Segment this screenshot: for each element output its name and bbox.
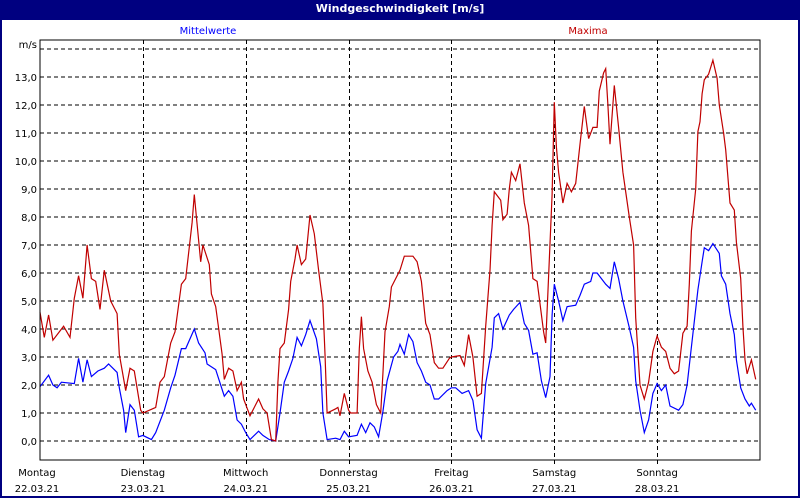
series-line-maxima (39, 57, 757, 442)
y-tick-label: 13,0 (15, 73, 37, 84)
legend-mittelwerte: Mittelwerte (180, 26, 237, 37)
x-tick-day: Samstag (532, 468, 576, 479)
y-tick-label: 6,0 (21, 269, 37, 280)
y-axis-ticks: 0,0 1,0 2,0 3,0 4,0 5,0 6,0 7,0 8,0 9,0 10,0 11,0 12… (15, 73, 37, 448)
legend-maxima: Maxima (568, 26, 607, 37)
y-tick-label: 7,0 (21, 241, 37, 252)
y-tick-label: 12,0 (15, 101, 37, 112)
series-line-mittelwerte (39, 242, 757, 442)
y-tick-label: 5,0 (21, 297, 37, 308)
y-tick-label: 10,0 (15, 157, 37, 168)
grid (40, 40, 760, 466)
x-tick-date: 26.03.21 (429, 484, 474, 495)
x-tick-day: Dienstag (121, 468, 166, 479)
series-lines (39, 57, 757, 442)
x-tick-date: 27.03.21 (532, 484, 577, 495)
x-tick-day: Freitag (434, 468, 468, 479)
y-axis-unit: m/s (19, 40, 37, 51)
y-tick-label: 8,0 (21, 213, 37, 224)
y-tick-label: 11,0 (15, 129, 37, 140)
x-tick-date: 25.03.21 (326, 484, 371, 495)
x-tick-day: Donnerstag (319, 468, 377, 479)
y-tick-label: 1,0 (21, 409, 37, 420)
y-tick-label: 2,0 (21, 381, 37, 392)
x-tick-date: 28.03.21 (635, 484, 680, 495)
window-title: Windgeschwindigkeit [m/s] (0, 0, 800, 20)
x-tick-date: 24.03.21 (223, 484, 268, 495)
plot-border (39, 39, 761, 461)
x-axis-ticks: Montag 22.03.21 Dienstag 23.03.21 Mittwoch 24… (15, 468, 680, 495)
x-tick-date: 22.03.21 (15, 484, 60, 495)
y-tick-label: 0,0 (21, 437, 37, 448)
x-tick-date: 23.03.21 (121, 484, 166, 495)
y-tick-label: 9,0 (21, 185, 37, 196)
y-tick-label: 3,0 (21, 353, 37, 364)
x-tick-day: Sonntag (636, 468, 678, 479)
y-tick-label: 4,0 (21, 325, 37, 336)
x-tick-day: Mittwoch (223, 468, 268, 479)
x-tick-day: Montag (18, 468, 55, 479)
